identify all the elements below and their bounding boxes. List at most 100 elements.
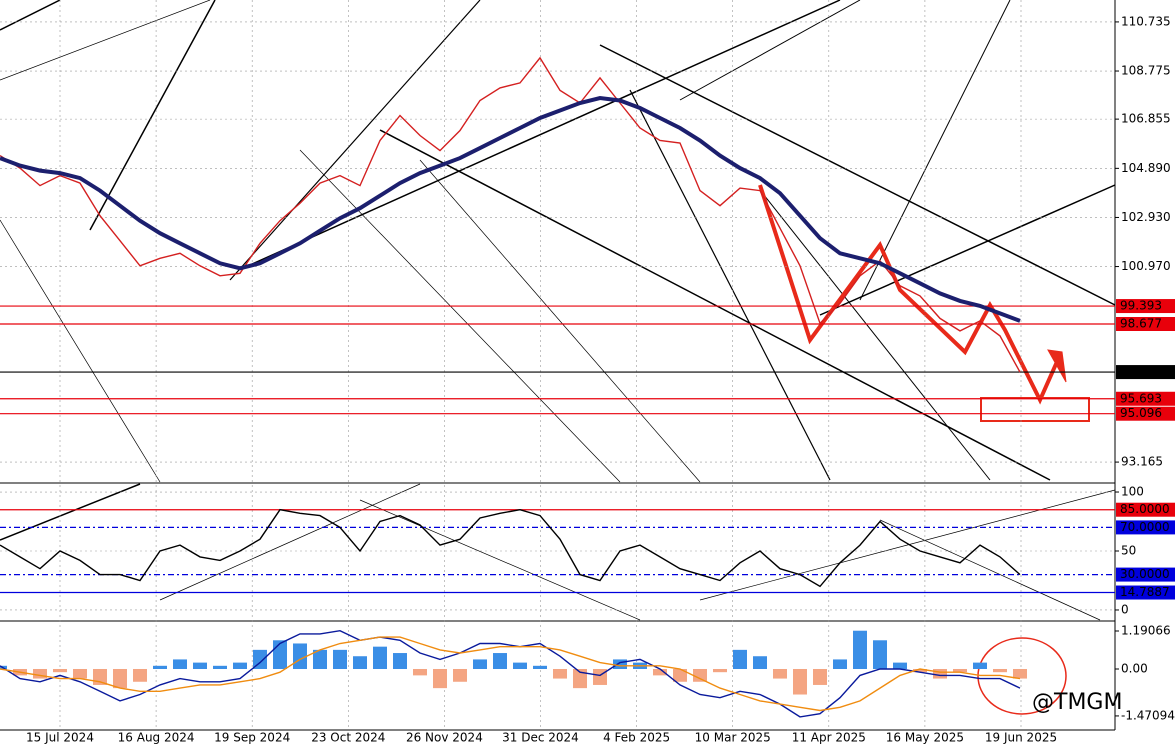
y-tick-label: 104.890	[1121, 161, 1171, 175]
histogram-bar	[493, 653, 507, 669]
level-label-box	[1116, 502, 1175, 517]
level-label-box	[1116, 365, 1175, 380]
histogram-bar	[573, 668, 587, 689]
watermark: @TMGM	[1032, 690, 1122, 715]
histogram-bar	[753, 656, 767, 669]
level-label-box	[1116, 585, 1175, 600]
level-label-box	[1116, 520, 1175, 535]
histogram-bar	[133, 668, 147, 682]
histogram-bar	[913, 668, 927, 673]
histogram-bar	[73, 668, 87, 679]
histogram-bar	[953, 668, 967, 673]
level-label: 98.677	[1120, 316, 1162, 330]
y-tick-label: 1.19066	[1121, 624, 1171, 638]
level-label: 14.7887	[1120, 585, 1170, 599]
histogram-bar	[293, 643, 307, 669]
x-tick-label: 15 Jul 2024	[26, 731, 94, 745]
x-tick-label: 31 Dec 2024	[502, 731, 579, 745]
level-label: 96.758	[1120, 365, 1162, 379]
x-tick-label: 16 Aug 2024	[118, 731, 195, 745]
histogram-bar	[553, 668, 567, 679]
level-label-box	[1116, 567, 1175, 582]
histogram-bar	[773, 668, 787, 679]
level-label-box	[1116, 391, 1175, 406]
series-line	[0, 636, 1021, 712]
histogram-bar	[433, 668, 447, 689]
y-tick-label: -1.47094	[1121, 708, 1175, 722]
histogram-bar	[873, 640, 887, 669]
level-label-box	[1116, 316, 1175, 331]
histogram-bar	[813, 668, 827, 685]
histogram-bar	[733, 649, 747, 669]
histogram-bar	[193, 662, 207, 669]
level-label: 85.0000	[1120, 502, 1170, 516]
histogram-bar	[273, 640, 287, 669]
histogram-bar	[833, 659, 847, 669]
y-tick-label: 106.855	[1121, 112, 1171, 126]
histogram-bar	[233, 662, 247, 669]
histogram-bar	[513, 662, 527, 669]
target-box	[980, 397, 1090, 422]
y-tick-label: 50	[1121, 543, 1136, 557]
level-label: 30.0000	[1120, 567, 1170, 581]
histogram-bar	[33, 668, 47, 679]
x-tick-label: 16 May 2025	[886, 731, 964, 745]
histogram-bar	[353, 656, 367, 669]
histogram-bar	[713, 668, 727, 673]
histogram-bar	[893, 662, 907, 669]
level-label-box	[1116, 406, 1175, 421]
level-label-box	[1116, 299, 1175, 314]
histogram-bar	[153, 665, 167, 669]
trend-lines	[0, 0, 1116, 621]
x-tick-label: 11 Apr 2025	[792, 731, 866, 745]
highlight-circle	[977, 637, 1067, 715]
histogram-bar	[213, 665, 227, 669]
histogram-bar	[373, 646, 387, 669]
histogram-bar	[533, 665, 547, 669]
series-line	[0, 629, 1021, 718]
x-tick-label: 4 Feb 2025	[603, 731, 670, 745]
histogram-bar	[333, 649, 347, 669]
histogram-bar	[693, 668, 707, 682]
histogram-bar	[613, 659, 627, 669]
histogram-bar	[853, 630, 867, 669]
forecast-arrows	[758, 184, 1067, 405]
level-label: 95.096	[1120, 406, 1162, 420]
level-label: 70.0000	[1120, 520, 1170, 534]
x-tick-label: 26 Nov 2024	[406, 731, 483, 745]
level-label: 99.393	[1120, 299, 1162, 313]
histogram-bar	[653, 668, 667, 676]
y-tick-label: 102.930	[1121, 210, 1171, 224]
histogram-bar	[253, 649, 267, 669]
histogram-bar	[173, 659, 187, 669]
histogram-bar	[1013, 668, 1027, 679]
histogram-bar	[313, 649, 327, 669]
histogram-bar	[473, 659, 487, 669]
histogram-bar	[673, 668, 687, 682]
histogram-bar	[453, 668, 467, 682]
y-tick-label: 100	[1121, 485, 1144, 499]
x-tick-label: 10 Mar 2025	[695, 731, 771, 745]
y-tick-label: 93.165	[1121, 455, 1163, 469]
series-line	[0, 508, 1021, 588]
y-tick-label: 110.735	[1121, 14, 1171, 28]
x-tick-label: 23 Oct 2024	[311, 731, 385, 745]
histogram-bar	[413, 668, 427, 676]
y-tick-label: 100.970	[1121, 259, 1171, 273]
histogram-bar	[113, 668, 127, 689]
x-tick-label: 19 Jun 2025	[985, 731, 1057, 745]
histogram-bar	[53, 668, 67, 673]
histogram-bar	[993, 668, 1007, 673]
x-tick-label: 19 Sep 2024	[214, 731, 290, 745]
histogram-bar	[593, 668, 607, 685]
histogram-bar	[973, 662, 987, 669]
y-tick-label: 0.00	[1121, 661, 1148, 675]
histogram-bar	[393, 653, 407, 669]
histogram-bar	[933, 668, 947, 679]
histogram-bar	[93, 668, 107, 685]
series-line	[0, 95, 1021, 323]
y-tick-label: 108.775	[1121, 64, 1171, 78]
